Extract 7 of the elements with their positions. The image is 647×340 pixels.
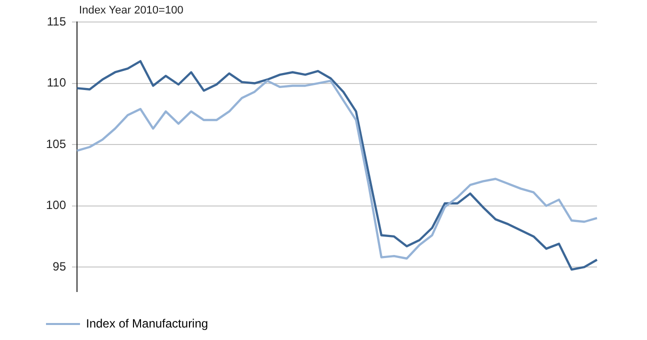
y-tick-label: 95: [52, 259, 66, 274]
y-tick-label: 115: [46, 14, 66, 28]
legend-label: Index of Manufacturing: [86, 316, 208, 330]
y-axis-title: Index Year 2010=100: [79, 4, 184, 17]
y-tick-label: 105: [46, 136, 66, 151]
y-tick-label: 100: [46, 198, 66, 212]
y-tick-label: 110: [46, 76, 66, 90]
